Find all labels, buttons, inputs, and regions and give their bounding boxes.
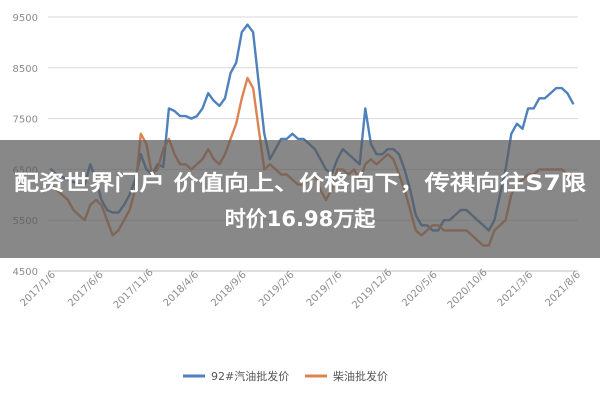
- x-tick-label: 2019/12/6: [350, 267, 394, 311]
- y-tick-label: 9500: [13, 13, 38, 24]
- headline-banner: 配资世界门户 价值向上、价格向下，传祺向往S7限 时价16.98万起: [0, 140, 600, 258]
- banner-background: [0, 140, 600, 258]
- x-tick-label: 2020/10/6: [446, 267, 490, 311]
- headline-line-2: 时价16.98万起: [225, 207, 376, 231]
- y-tick-label: 8500: [13, 64, 38, 75]
- legend-label-1: 柴油批发价: [333, 369, 388, 383]
- legend: 92#汽油批发价 柴油批发价: [183, 369, 388, 383]
- x-tick-label: 2021/8/6: [543, 269, 583, 309]
- x-tick-label: 2019/2/6: [257, 269, 297, 309]
- legend-label-0: 92#汽油批发价: [211, 369, 289, 383]
- x-tick-label: 2021/3/6: [496, 269, 536, 309]
- y-tick-label: 7500: [13, 115, 38, 126]
- headline-line-1: 配资世界门户 价值向上、价格向下，传祺向往S7限: [14, 171, 586, 195]
- x-tick-label: 2017/11/6: [112, 267, 156, 311]
- x-tick-label: 2017/6/6: [66, 269, 106, 309]
- x-tick-label: 2018/9/6: [209, 269, 249, 309]
- x-tick-label: 2018/4/6: [162, 269, 202, 309]
- y-tick-label: 4500: [13, 267, 38, 278]
- x-tick-label: 2020/5/6: [400, 269, 440, 309]
- x-axis-ticks: 2017/1/6 2017/6/6 2017/11/6 2018/4/6 2018/9/…: [18, 267, 583, 311]
- x-tick-label: 2019/7/6: [305, 269, 345, 309]
